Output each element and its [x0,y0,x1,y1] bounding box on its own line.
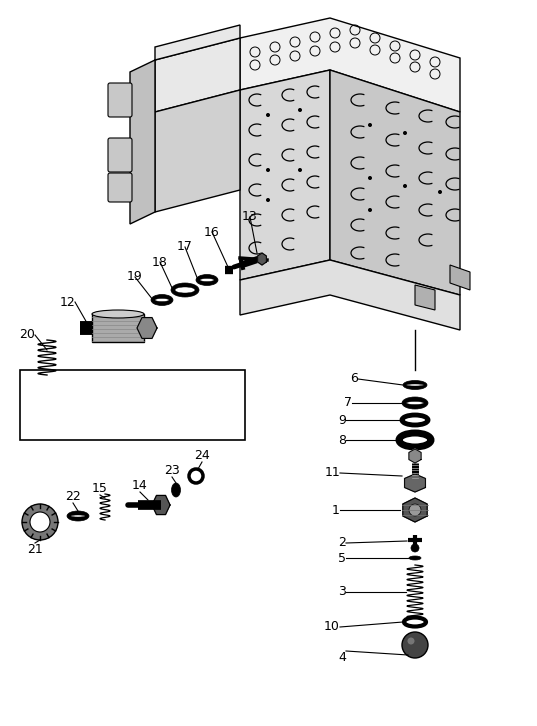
Polygon shape [240,18,460,112]
Polygon shape [404,474,425,492]
Circle shape [266,168,270,172]
Polygon shape [240,70,330,280]
Text: 9: 9 [338,414,346,426]
Ellipse shape [71,515,85,517]
Ellipse shape [200,279,214,282]
Polygon shape [137,317,157,338]
Circle shape [266,113,270,117]
Ellipse shape [196,274,218,285]
Text: 11: 11 [324,467,340,479]
Text: 24: 24 [194,449,210,462]
Circle shape [266,198,270,202]
Ellipse shape [407,384,424,386]
Text: 7: 7 [344,396,352,409]
Polygon shape [330,70,460,295]
Text: 1: 1 [332,504,340,516]
Ellipse shape [175,287,195,293]
Polygon shape [240,260,460,330]
Text: 16: 16 [204,226,220,239]
FancyBboxPatch shape [20,370,245,440]
Text: 21: 21 [27,543,43,556]
Ellipse shape [171,483,180,497]
Polygon shape [258,253,266,265]
Circle shape [298,168,302,172]
Polygon shape [155,25,240,60]
Circle shape [411,544,419,552]
Text: 2: 2 [338,537,346,550]
Circle shape [402,632,428,658]
FancyBboxPatch shape [92,314,144,342]
Text: 14: 14 [132,479,148,492]
Text: 4: 4 [338,651,346,664]
Ellipse shape [67,511,89,521]
Circle shape [403,131,407,135]
Polygon shape [415,285,435,310]
Ellipse shape [92,310,144,318]
Ellipse shape [402,397,428,409]
Ellipse shape [404,618,426,627]
Polygon shape [155,38,240,112]
Text: 5: 5 [338,552,346,565]
Ellipse shape [407,401,424,404]
Ellipse shape [399,433,431,447]
Ellipse shape [402,415,428,425]
Text: 8: 8 [338,433,346,446]
Ellipse shape [403,380,427,390]
Text: 13: 13 [242,211,258,224]
Circle shape [30,512,50,532]
Text: 23: 23 [164,464,180,477]
Ellipse shape [171,283,199,297]
Circle shape [408,637,415,645]
Ellipse shape [151,295,173,306]
Circle shape [22,504,58,540]
Text: 20: 20 [19,328,35,341]
Text: 10: 10 [324,621,340,634]
Circle shape [403,184,407,188]
Polygon shape [152,495,170,515]
Polygon shape [130,60,155,224]
Text: 3: 3 [338,585,346,598]
Polygon shape [403,498,427,522]
Circle shape [298,108,302,112]
FancyBboxPatch shape [108,173,132,202]
Text: 18: 18 [152,256,168,269]
Ellipse shape [155,298,169,301]
Circle shape [368,123,372,127]
Polygon shape [409,449,421,463]
Circle shape [438,190,442,194]
FancyBboxPatch shape [108,83,132,117]
Text: 17: 17 [177,240,193,253]
Circle shape [409,504,421,516]
Text: 12: 12 [59,295,75,309]
Circle shape [368,208,372,212]
Text: 19: 19 [127,271,143,283]
Ellipse shape [409,556,421,560]
Text: 6: 6 [350,372,358,386]
Text: 22: 22 [65,490,81,503]
Text: 15: 15 [92,482,108,495]
Polygon shape [450,265,470,290]
Ellipse shape [189,469,203,483]
Circle shape [368,176,372,180]
Polygon shape [155,90,240,212]
FancyBboxPatch shape [108,138,132,172]
